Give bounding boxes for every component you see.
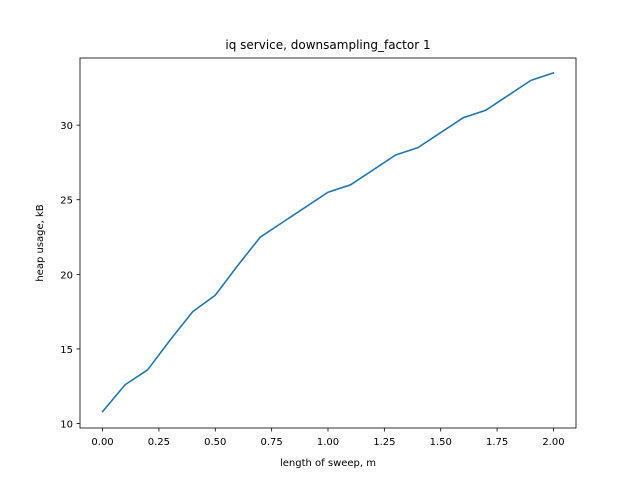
y-tick-label: 10: [60, 420, 73, 431]
x-tick-label: 0.00: [91, 437, 113, 448]
x-tick-label: 1.50: [430, 437, 452, 448]
x-axis-label: length of sweep, m: [280, 458, 376, 469]
series-line: [101, 71, 555, 413]
y-tick-label: 20: [60, 270, 73, 281]
y-tick-label: 30: [60, 121, 73, 132]
axis-ticks: 0.00 0.25 0.50 0.75 1.00 1.25 1.50 1.75 2.00 10 15…: [60, 121, 564, 448]
plot-frame: [79, 57, 577, 429]
y-tick-label: 25: [60, 196, 73, 207]
x-tick-label: 1.00: [317, 437, 339, 448]
x-tick-label: 0.75: [261, 437, 283, 448]
x-tick-label: 1.25: [373, 437, 395, 448]
y-axis-label: heap usage, kB: [35, 204, 46, 281]
x-tick-label: 0.25: [148, 437, 170, 448]
chart-title: iq service, downsampling_factor 1: [225, 38, 430, 52]
x-tick-label: 0.50: [204, 437, 226, 448]
y-tick-label: 15: [60, 345, 73, 356]
x-tick-label: 2.00: [542, 437, 564, 448]
plot-area: [101, 71, 555, 413]
x-tick-label: 1.75: [486, 437, 508, 448]
